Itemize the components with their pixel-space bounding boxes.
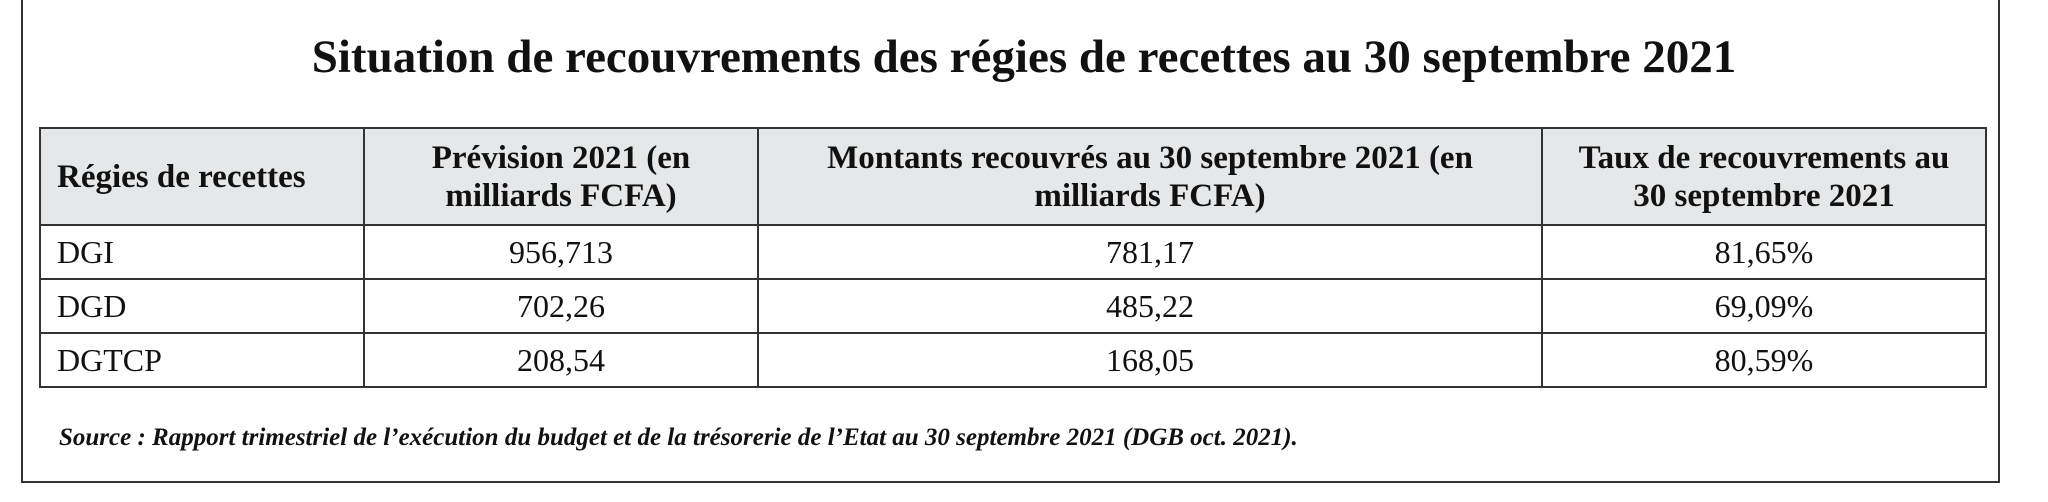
table-cell: 69,09% (1541, 278, 1987, 334)
table-row: DGTCP 208,54 168,05 80,59% (39, 332, 1987, 388)
header-cell: Montants recouvrés au 30 septembre 2021 … (757, 127, 1543, 226)
table-cell: DGTCP (39, 332, 365, 388)
table-cell: 781,17 (757, 224, 1543, 280)
table-header: Régies de recettes Prévision 2021 (en mil… (39, 127, 1987, 226)
table-cell: DGI (39, 224, 365, 280)
table-body: DGI 956,713 781,17 81,65% DGD 702,26 485,22 69,… (39, 224, 1987, 388)
source-note: Source : Rapport trimestriel de l’exécut… (59, 424, 1298, 451)
table: Régies de recettes Prévision 2021 (en mil… (39, 127, 1987, 388)
table-cell: 485,22 (757, 278, 1543, 334)
table-cell: 81,65% (1541, 224, 1987, 280)
header-cell: Prévision 2021 (en milliards FCFA) (363, 127, 759, 226)
table-cell: 168,05 (757, 332, 1543, 388)
header-cell: Régies de recettes (39, 127, 365, 226)
header-row: Régies de recettes Prévision 2021 (en mil… (39, 127, 1987, 226)
table-cell: 208,54 (363, 332, 759, 388)
table-cell: 80,59% (1541, 332, 1987, 388)
title: Situation de recouvrements des régies de… (311, 31, 1737, 83)
table-cell: DGD (39, 278, 365, 334)
frame (21, 0, 2000, 483)
table-cell: 956,713 (363, 224, 759, 280)
header-cell: Taux de recouvrements au 30 septembre 20… (1541, 127, 1987, 226)
table-cell: 702,26 (363, 278, 759, 334)
table-row: DGI 956,713 781,17 81,65% (39, 224, 1987, 280)
table-row: DGD 702,26 485,22 69,09% (39, 278, 1987, 334)
